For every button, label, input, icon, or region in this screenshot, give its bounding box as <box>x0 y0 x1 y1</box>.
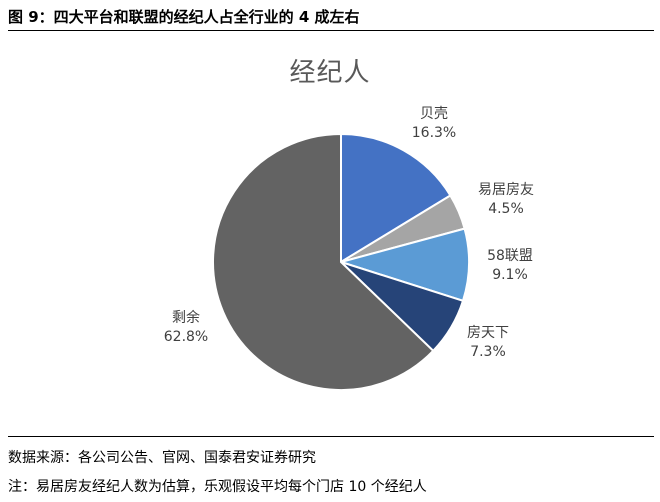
source-note: 数据来源：各公司公告、官网、国泰君安证券研究 <box>8 450 316 466</box>
slice-label: 剩余 <box>172 309 200 326</box>
figure-title: 图 9：四大平台和联盟的经纪人占全行业的 4 成左右 <box>8 8 360 26</box>
slice-label: 房天下 <box>467 325 509 341</box>
pie-slice <box>340 132 452 264</box>
chart-title: 经纪人 <box>289 58 371 88</box>
slice-label: 易居房友 <box>478 182 534 198</box>
slice-value-label: 16.3% <box>412 125 456 141</box>
pie-labels: 贝壳 16.3% 易居房友 4.5% 58联盟 9.1% 房天下 7.3% 剩余 62.8% <box>164 105 534 360</box>
footnote: 注：易居房友经纪人数为估算，乐观假设平均每个门店 10 个经纪人 <box>8 479 427 495</box>
slice-value-label: 4.5% <box>488 201 524 217</box>
slice-label: 贝壳 <box>420 105 448 122</box>
slice-value-label: 7.3% <box>470 344 506 360</box>
pie-slices <box>212 132 470 391</box>
slice-value-label: 62.8% <box>164 329 208 345</box>
bottom-divider <box>8 436 654 437</box>
slice-value-label: 9.1% <box>492 267 528 283</box>
top-divider <box>8 30 654 31</box>
slice-label: 58联盟 <box>487 248 533 264</box>
pie-slice <box>212 132 435 391</box>
